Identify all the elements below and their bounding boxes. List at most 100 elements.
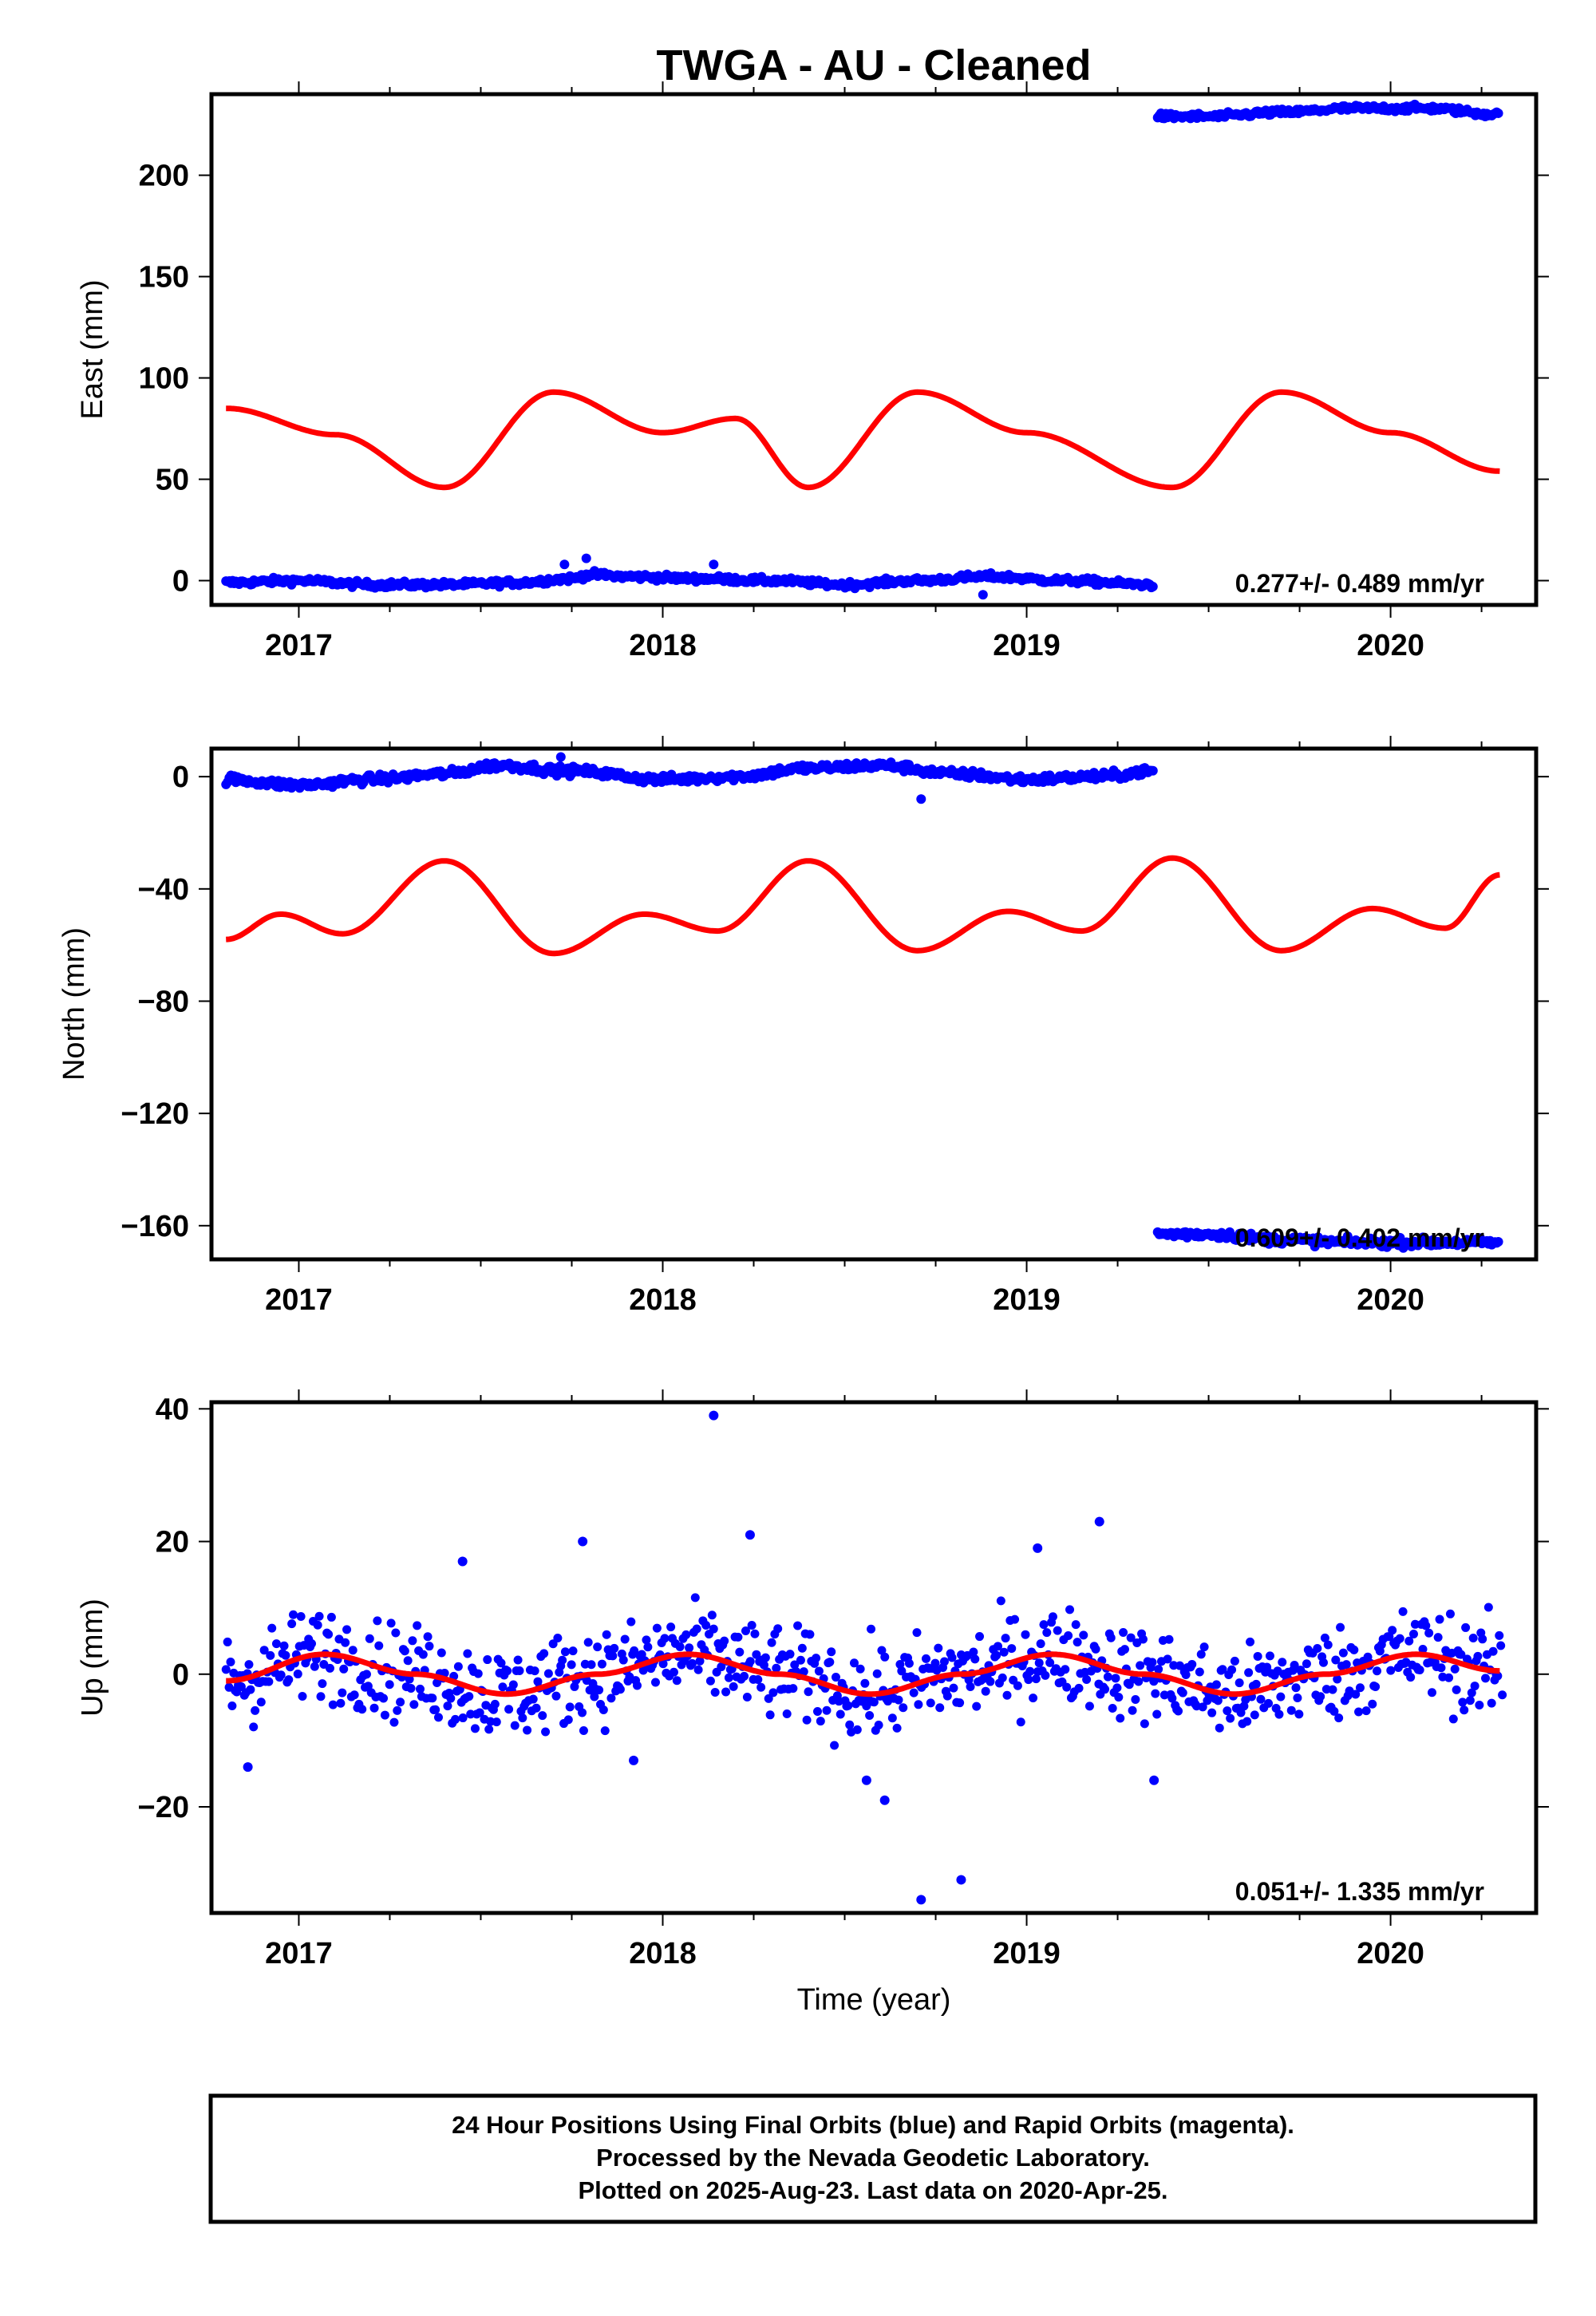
data-point: [1230, 1656, 1239, 1666]
outlier-point: [956, 1875, 966, 1885]
x-tick-label: 2017: [265, 1937, 333, 1970]
data-point: [1001, 1634, 1010, 1643]
data-point: [796, 1655, 805, 1665]
data-point: [814, 1666, 824, 1676]
data-point: [773, 1624, 783, 1634]
data-point: [418, 1650, 428, 1659]
data-point: [251, 1705, 260, 1715]
data-point: [1329, 1706, 1339, 1716]
data-point: [1198, 1702, 1207, 1712]
outlier-point: [916, 794, 926, 804]
data-point: [227, 1701, 237, 1710]
data-point: [1355, 1683, 1365, 1693]
data-point: [892, 1723, 902, 1733]
data-point: [560, 1647, 570, 1657]
data-point: [281, 1650, 290, 1660]
footer-line-2: Processed by the Nevada Geodetic Laborat…: [596, 2144, 1150, 2172]
data-point: [246, 1685, 255, 1694]
data-point: [1154, 1665, 1163, 1674]
data-point: [470, 1724, 480, 1733]
data-point: [453, 1662, 463, 1671]
x-tick-label: 2017: [265, 629, 333, 662]
data-point: [413, 1621, 422, 1630]
data-point: [298, 1691, 307, 1701]
data-point: [276, 1670, 286, 1680]
data-point: [1445, 1609, 1455, 1618]
data-point: [578, 1708, 587, 1717]
data-point: [658, 1659, 668, 1669]
data-point: [558, 1655, 567, 1665]
data-point: [660, 1634, 670, 1643]
data-point: [492, 1717, 501, 1727]
data-point: [729, 1682, 738, 1691]
data-point: [1251, 1679, 1261, 1689]
data-layer: [221, 99, 1503, 600]
data-point: [389, 1717, 399, 1727]
data-point: [1483, 1603, 1493, 1612]
data-point: [760, 1653, 770, 1662]
data-point: [543, 1669, 553, 1678]
data-point: [284, 1675, 294, 1685]
data-point: [816, 1717, 825, 1726]
data-point: [1456, 1650, 1466, 1659]
data-point: [503, 1666, 512, 1676]
data-point: [1294, 1709, 1304, 1719]
data-point: [1103, 1672, 1112, 1682]
data-point: [1131, 1695, 1140, 1705]
data-point: [1031, 1674, 1041, 1684]
data-point: [1452, 1685, 1461, 1694]
data-point: [1461, 1622, 1471, 1632]
data-point: [466, 1709, 476, 1719]
data-point: [1424, 1628, 1434, 1638]
data-point: [790, 1660, 800, 1670]
data-point: [1286, 1705, 1296, 1715]
data-point: [318, 1679, 327, 1689]
data-point: [528, 1694, 538, 1704]
data-point: [909, 1688, 918, 1697]
data-point: [930, 1658, 940, 1668]
data-point: [705, 1676, 715, 1686]
x-tick-label: 2018: [629, 629, 697, 662]
data-point: [1493, 1671, 1503, 1681]
data-point: [1211, 1680, 1221, 1690]
x-tick-label: 2018: [629, 1283, 697, 1317]
data-point: [1195, 1667, 1204, 1677]
y-axis-label: East (mm): [76, 279, 109, 419]
y-tick-label: −160: [120, 1210, 189, 1243]
data-point: [602, 1630, 611, 1639]
data-point: [880, 1652, 890, 1662]
data-point: [797, 1643, 807, 1653]
x-tick-label: 2020: [1357, 1937, 1424, 1970]
data-point: [608, 1651, 618, 1661]
x-axis-label: Time (year): [797, 1983, 951, 2017]
data-point: [221, 1665, 231, 1674]
data-point: [1061, 1665, 1070, 1674]
data-point: [415, 1684, 425, 1694]
data-point: [877, 1646, 887, 1655]
data-point: [1262, 1662, 1272, 1672]
data-point: [570, 1682, 579, 1691]
data-point: [579, 1726, 588, 1736]
data-point: [615, 1685, 625, 1694]
data-point: [1278, 1658, 1287, 1667]
data-point: [753, 1675, 763, 1685]
data-point: [1016, 1717, 1025, 1727]
outlier-point: [1149, 1775, 1159, 1785]
data-point: [693, 1665, 703, 1674]
data-point: [921, 1654, 930, 1663]
data-point: [759, 1660, 768, 1670]
data-point: [443, 1701, 452, 1711]
data-point: [710, 1688, 720, 1697]
data-point: [1174, 1706, 1183, 1716]
data-point: [1126, 1633, 1136, 1642]
data-point: [1045, 1658, 1055, 1667]
data-point: [827, 1647, 836, 1657]
data-point: [1140, 1719, 1149, 1729]
data-point: [539, 1649, 549, 1658]
data-point: [287, 1619, 297, 1629]
data-point: [975, 1632, 985, 1642]
data-point: [1148, 582, 1158, 592]
data-point: [361, 1670, 371, 1679]
data-point: [328, 1700, 338, 1709]
data-point: [425, 1642, 434, 1651]
